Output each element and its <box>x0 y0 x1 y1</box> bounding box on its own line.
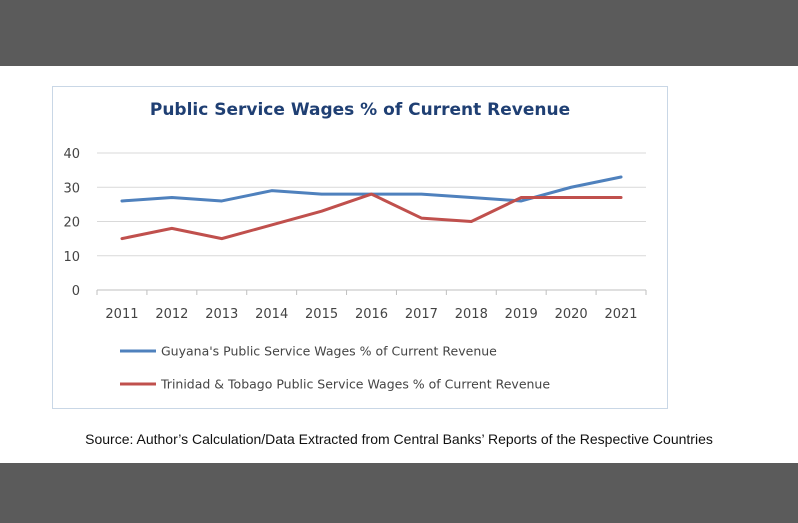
source-note: Source: Author’s Calculation/Data Extrac… <box>85 431 713 447</box>
x-tick-label: 2019 <box>505 307 538 322</box>
top-gray-band <box>0 0 798 66</box>
x-tick-label: 2015 <box>305 307 338 322</box>
x-tick-label: 2016 <box>355 307 388 322</box>
bottom-gray-band <box>0 463 798 523</box>
series-lines <box>120 175 623 241</box>
x-tick-label: 2012 <box>155 307 188 322</box>
x-tick-label: 2014 <box>255 307 288 322</box>
legend: Guyana's Public Service Wages % of Curre… <box>120 344 550 392</box>
x-tick-label: 2018 <box>455 307 488 322</box>
y-tick-label: 20 <box>63 216 80 231</box>
legend-label-trinidad: Trinidad & Tobago Public Service Wages %… <box>160 377 550 392</box>
x-tick-label: 2013 <box>205 307 238 322</box>
y-tick-label: 30 <box>63 181 80 196</box>
y-axis-ticks: 0 10 20 30 40 <box>63 147 80 299</box>
legend-label-guyana: Guyana's Public Service Wages % of Curre… <box>161 344 497 359</box>
series-line-trinidad <box>120 192 623 241</box>
x-tick-label: 2011 <box>105 307 138 322</box>
x-axis-ticks: 2011 2012 2013 2014 2015 2016 2017 2018 2019 2020… <box>96 290 647 322</box>
x-tick-label: 2017 <box>405 307 438 322</box>
gridlines <box>97 152 646 291</box>
y-tick-label: 0 <box>72 284 80 299</box>
chart-frame <box>52 86 668 409</box>
chart-title: Public Service Wages % of Current Revenu… <box>149 100 571 120</box>
y-tick-label: 40 <box>63 147 80 162</box>
x-tick-label: 2020 <box>555 307 588 322</box>
x-tick-label: 2021 <box>604 307 637 322</box>
y-tick-label: 10 <box>63 250 80 265</box>
